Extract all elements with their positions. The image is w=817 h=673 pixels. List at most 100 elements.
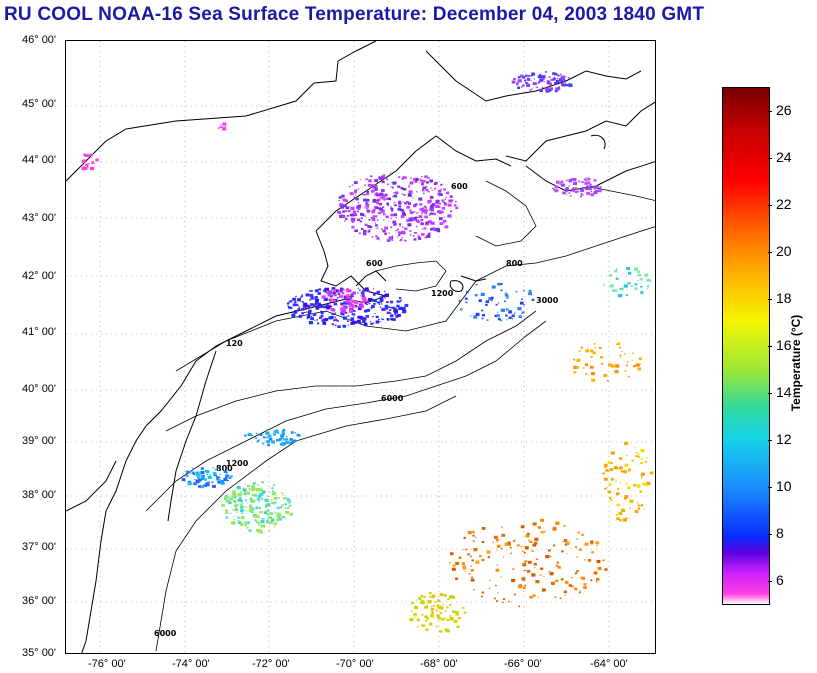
sst-pixel bbox=[554, 185, 559, 189]
sst-pixel bbox=[430, 209, 434, 212]
sst-pixel bbox=[346, 302, 350, 305]
sst-pixel bbox=[364, 287, 369, 291]
sst-pixel bbox=[560, 180, 564, 184]
sst-pixel bbox=[533, 562, 537, 566]
sst-pixel bbox=[637, 453, 640, 456]
sst-pixel bbox=[349, 213, 354, 217]
sst-pixel bbox=[429, 596, 431, 598]
sst-pixel bbox=[338, 196, 342, 199]
sst-pixel bbox=[590, 355, 593, 358]
sst-pixel bbox=[574, 587, 578, 591]
sst-pixel bbox=[647, 285, 649, 288]
sst-pixel bbox=[255, 494, 258, 497]
sst-pixel bbox=[531, 550, 534, 552]
sst-pixel bbox=[619, 354, 622, 357]
sst-pixel bbox=[408, 202, 411, 205]
sst-pixel bbox=[257, 522, 261, 525]
sst-pixel bbox=[588, 187, 592, 191]
sst-pixel bbox=[520, 525, 525, 529]
sst-pixel bbox=[341, 291, 344, 293]
sst-pixel bbox=[440, 183, 443, 186]
sst-pixel bbox=[636, 502, 639, 504]
lon-label-76: -76° 00' bbox=[88, 658, 126, 670]
sst-pixel bbox=[286, 302, 290, 305]
map-canvas: 120 600 800 6000 1200 3000 600 1200 800 … bbox=[66, 41, 655, 653]
sst-pixel bbox=[628, 468, 631, 471]
sst-pixel bbox=[420, 222, 424, 226]
sst-pixel bbox=[537, 596, 539, 598]
sst-pixel bbox=[258, 524, 260, 526]
sst-pixel bbox=[266, 440, 271, 444]
sst-pixel bbox=[240, 491, 242, 493]
sst-pixel bbox=[442, 603, 444, 605]
sst-pixel bbox=[314, 296, 318, 299]
sst-pixel bbox=[317, 292, 321, 295]
sst-pixel bbox=[390, 217, 392, 219]
sst-pixel bbox=[425, 628, 429, 631]
sst-pixel bbox=[554, 73, 557, 75]
sst-pixel bbox=[348, 306, 351, 308]
sst-pixel bbox=[626, 267, 631, 271]
sst-pixel bbox=[413, 612, 417, 616]
sst-pixel bbox=[82, 167, 86, 171]
sst-pixel bbox=[392, 318, 396, 321]
sst-pixel bbox=[444, 203, 448, 206]
sst-pixel bbox=[430, 187, 432, 189]
sst-pixel bbox=[404, 239, 407, 242]
sst-pixel bbox=[577, 191, 580, 193]
sst-pixel bbox=[434, 181, 438, 185]
isobath-label-800b: 800 bbox=[216, 464, 233, 473]
sst-pixel bbox=[613, 466, 618, 470]
colorbar-tick-label: 20 bbox=[776, 243, 792, 259]
sst-pixel bbox=[386, 204, 389, 206]
sst-pixel bbox=[323, 289, 326, 292]
sst-pixel bbox=[293, 304, 295, 306]
sst-pixel bbox=[554, 82, 557, 85]
sst-pixel bbox=[574, 572, 578, 575]
sst-pixel bbox=[396, 228, 399, 231]
sst-pixel bbox=[244, 524, 247, 527]
sst-pixel bbox=[513, 593, 516, 596]
sst-pixel bbox=[622, 518, 627, 522]
sst-pixel bbox=[467, 553, 470, 556]
sst-pixel bbox=[396, 309, 398, 311]
sst-pixel bbox=[333, 292, 335, 294]
sst-pixel bbox=[280, 515, 283, 517]
sst-pixel bbox=[310, 303, 314, 306]
sst-pixel bbox=[540, 518, 544, 522]
sst-pixel bbox=[626, 364, 628, 367]
sst-pixel bbox=[607, 490, 612, 494]
sst-pixel bbox=[572, 190, 575, 193]
sst-pixel bbox=[271, 519, 275, 522]
sst-pixel bbox=[556, 78, 559, 80]
sst-pixel bbox=[378, 303, 381, 305]
sst-pixel bbox=[516, 82, 519, 84]
isobath-label-800: 800 bbox=[506, 259, 523, 268]
sst-pixel bbox=[362, 296, 367, 301]
sst-pixel bbox=[406, 205, 411, 209]
sst-pixel bbox=[602, 283, 605, 285]
sst-pixel bbox=[637, 504, 640, 507]
sst-pixel bbox=[417, 212, 420, 213]
sst-pixel bbox=[298, 306, 300, 307]
sst-pixel bbox=[532, 522, 537, 526]
sst-pixel bbox=[255, 437, 257, 439]
sst-pixel bbox=[390, 207, 394, 211]
sst-pixel bbox=[507, 541, 511, 545]
sst-pixel bbox=[234, 514, 236, 516]
sst-pixel bbox=[467, 530, 472, 535]
sst-pixel bbox=[502, 601, 504, 603]
sst-pixel bbox=[495, 568, 500, 572]
sst-pixel bbox=[224, 126, 227, 128]
sst-pixel bbox=[358, 207, 361, 209]
sst-pixel bbox=[520, 545, 523, 548]
sst-pixel bbox=[540, 531, 544, 534]
sst-pixel bbox=[524, 74, 528, 77]
sst-pixel bbox=[587, 347, 589, 349]
sst-pixel bbox=[264, 506, 268, 509]
sst-pixel bbox=[436, 227, 440, 231]
sst-pixel bbox=[635, 455, 638, 458]
sst-pixel bbox=[541, 588, 546, 592]
sst-pixel bbox=[343, 204, 346, 207]
sst-pixel bbox=[281, 439, 283, 441]
